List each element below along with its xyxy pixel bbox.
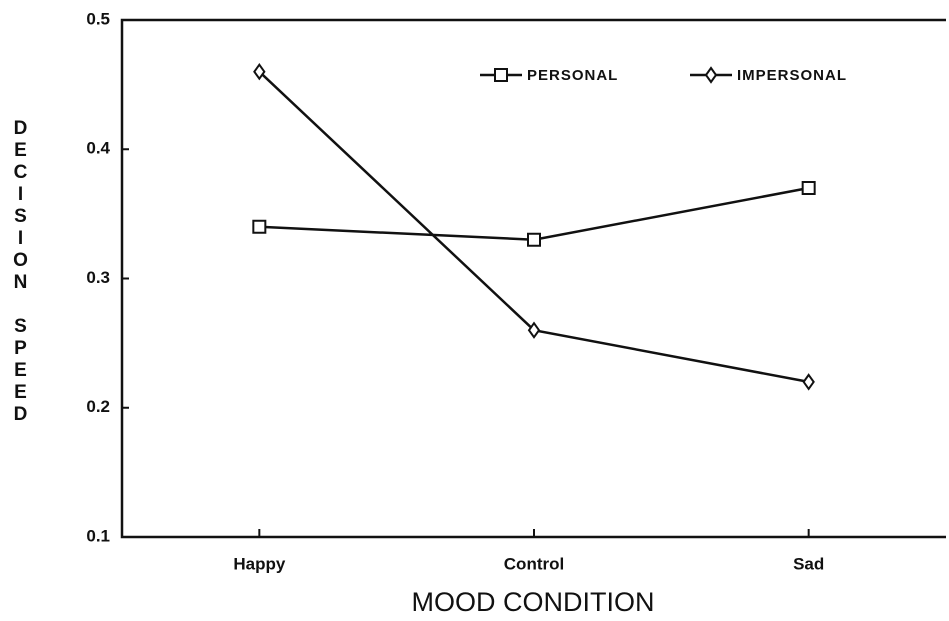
y-tick-label: 0.1 [86, 526, 110, 545]
point [253, 62, 266, 81]
x-tick-label: Sad [793, 554, 824, 573]
legend-marker [704, 66, 718, 84]
y-tick-label: 0.5 [86, 9, 110, 28]
point [527, 232, 541, 247]
x-axis-label: MOOD CONDITION [412, 587, 655, 617]
point [801, 181, 816, 196]
point [802, 373, 815, 391]
y-axis-label: DECISION SPEED [10, 118, 31, 426]
y-tick-label: 0.3 [86, 268, 110, 287]
x-tick-label: Happy [233, 554, 286, 573]
y-tick-label: 0.4 [86, 139, 110, 158]
point [252, 219, 267, 234]
y-tick-label: 0.2 [86, 397, 110, 416]
legend-label: IMPERSONAL [737, 67, 847, 84]
series-line [259, 186, 809, 241]
plot-frame [120, 18, 946, 539]
legend-marker [494, 68, 508, 82]
point [527, 321, 541, 339]
legend-label: PERSONAL [527, 67, 618, 84]
x-tick-label: Control [504, 554, 564, 573]
